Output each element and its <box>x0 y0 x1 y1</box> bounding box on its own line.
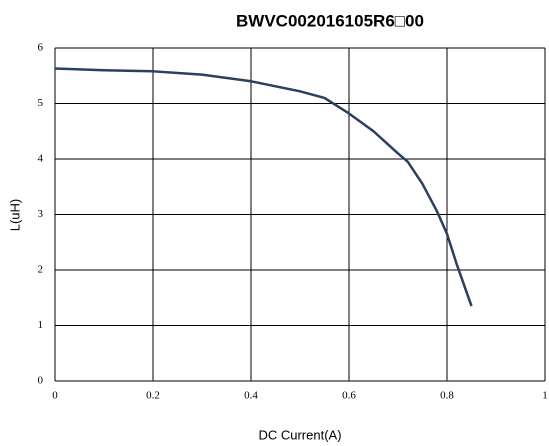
x-tick-label: 0 <box>52 390 58 402</box>
x-axis-label: DC Current(A) <box>258 427 341 442</box>
x-tick-label: 1 <box>542 390 548 402</box>
y-tick-label: 6 <box>38 42 44 54</box>
y-axis-label: L(uH) <box>7 199 22 232</box>
x-tick-label: 0.8 <box>440 390 454 402</box>
x-tick-label: 0.2 <box>146 390 160 402</box>
x-tick-label: 0.6 <box>342 390 356 402</box>
chart-title: BWVC002016105R6□00 <box>236 11 424 30</box>
y-tick-label: 5 <box>38 97 44 109</box>
y-tick-label: 1 <box>38 319 44 331</box>
y-tick-label: 0 <box>38 375 44 387</box>
x-tick-label: 0.4 <box>244 390 258 402</box>
line <box>54 67 473 307</box>
y-tick-label: 2 <box>38 264 44 276</box>
y-tick-label: 4 <box>38 153 44 165</box>
y-tick-label: 3 <box>38 208 44 220</box>
